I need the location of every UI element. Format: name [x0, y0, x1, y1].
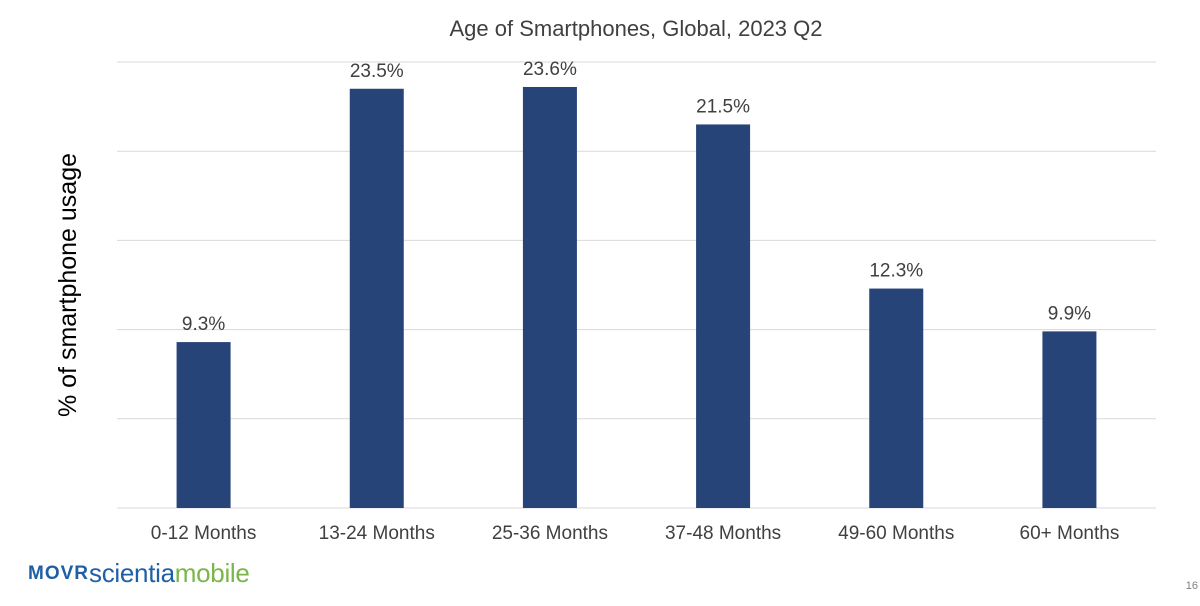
bar-37-48-months [696, 124, 751, 508]
bar-49-60-months [869, 288, 924, 508]
x-tick-label: 37-48 Months [665, 523, 781, 544]
gridlines [117, 61, 1156, 509]
x-tick-label: 60+ Months [1020, 523, 1120, 544]
movr-logo: MOVR [28, 563, 89, 585]
mobile-logo-text: mobile [174, 558, 250, 588]
x-tick-labels: 0-12 Months 13-24 Months 25-36 Months 37-48… [151, 523, 1120, 544]
data-label: 21.5% [696, 96, 750, 117]
x-tick-label: 49-60 Months [838, 523, 954, 544]
scientia-logo-text: scientia [89, 558, 175, 588]
chart-title: Age of Smartphones, Global, 2023 Q2 [449, 16, 822, 41]
data-label: 12.3% [869, 261, 923, 282]
data-label: 23.5% [350, 61, 404, 82]
bar-13-24-months [349, 88, 404, 508]
data-label: 9.3% [182, 314, 225, 335]
x-tick-label: 0-12 Months [151, 523, 257, 544]
bar-0-12-months [176, 342, 231, 508]
x-tick-label: 25-36 Months [492, 523, 608, 544]
bars [176, 86, 1097, 508]
data-label: 23.6% [523, 59, 577, 80]
page-number: 16 [1185, 580, 1198, 592]
y-axis-label: % of smartphone usage [54, 153, 82, 417]
bar-60-months [1042, 331, 1097, 508]
bar-chart: Age of Smartphones, Global, 2023 Q2 % of… [54, 16, 1156, 544]
bar-25-36-months [522, 86, 577, 508]
data-label: 9.9% [1048, 303, 1091, 324]
data-labels: 9.3% 23.5% 23.6% 21.5% 12.3% 9.9% [182, 59, 1091, 335]
x-tick-label: 13-24 Months [319, 523, 435, 544]
scientiamobile-logo: scientiamobile [89, 558, 250, 589]
movr-logo-text: MOVR [28, 563, 89, 584]
